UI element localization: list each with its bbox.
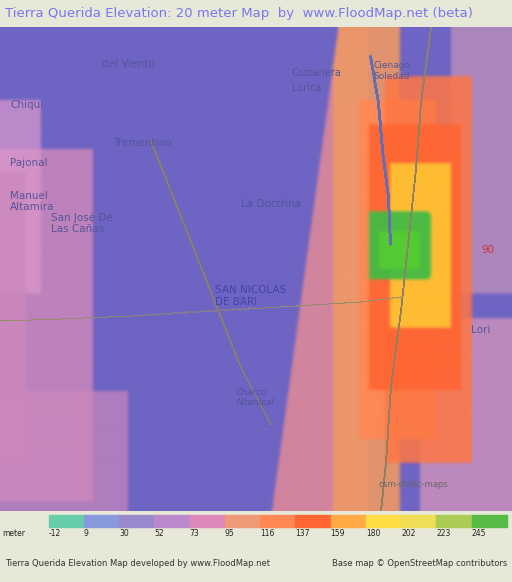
Text: Charco
Altanizal: Charco Altanizal bbox=[236, 388, 274, 407]
Bar bbox=[84, 514, 119, 527]
Text: Costanera: Costanera bbox=[292, 68, 342, 79]
Text: SAN NICOLAS
DE BARI: SAN NICOLAS DE BARI bbox=[215, 285, 286, 307]
Text: Manuel
Altamira: Manuel Altamira bbox=[10, 191, 55, 212]
Bar bbox=[119, 514, 155, 527]
Text: 52: 52 bbox=[155, 529, 164, 538]
Text: 116: 116 bbox=[260, 529, 274, 538]
Text: -12: -12 bbox=[49, 529, 61, 538]
Bar bbox=[295, 514, 331, 527]
Text: 30: 30 bbox=[119, 529, 129, 538]
Text: 73: 73 bbox=[189, 529, 199, 538]
Text: 180: 180 bbox=[366, 529, 380, 538]
Text: Tierra Querida Elevation Map developed by www.FloodMap.net: Tierra Querida Elevation Map developed b… bbox=[5, 559, 270, 567]
Text: Tierra Querida Elevation: 20 meter Map  by  www.FloodMap.net (beta): Tierra Querida Elevation: 20 meter Map b… bbox=[5, 7, 473, 20]
Text: Trementino: Trementino bbox=[113, 139, 171, 148]
Text: San José De
Las Cañas: San José De Las Cañas bbox=[51, 212, 113, 235]
Text: 159: 159 bbox=[331, 529, 345, 538]
Bar bbox=[472, 514, 507, 527]
Text: del Viento: del Viento bbox=[102, 59, 155, 69]
Text: Lorica: Lorica bbox=[292, 83, 321, 93]
Text: 90: 90 bbox=[481, 245, 495, 255]
Text: Lori: Lori bbox=[471, 325, 490, 335]
Text: meter: meter bbox=[3, 529, 26, 538]
Text: Pajonal: Pajonal bbox=[10, 158, 48, 168]
Bar bbox=[189, 514, 225, 527]
Bar bbox=[225, 514, 260, 527]
Text: 223: 223 bbox=[436, 529, 451, 538]
Text: 95: 95 bbox=[225, 529, 234, 538]
Text: La Doctrina: La Doctrina bbox=[241, 199, 301, 209]
Bar bbox=[49, 514, 84, 527]
Text: 137: 137 bbox=[295, 529, 310, 538]
Text: Base map © OpenStreetMap contributors: Base map © OpenStreetMap contributors bbox=[332, 559, 507, 567]
Bar bbox=[155, 514, 189, 527]
Text: osm-static-maps: osm-static-maps bbox=[379, 480, 449, 489]
Bar bbox=[366, 514, 401, 527]
Text: Cienago
Soledad: Cienago Soledad bbox=[374, 61, 411, 80]
Bar bbox=[260, 514, 295, 527]
Bar bbox=[436, 514, 472, 527]
Text: 202: 202 bbox=[401, 529, 416, 538]
Bar bbox=[331, 514, 366, 527]
Text: 9: 9 bbox=[84, 529, 89, 538]
Bar bbox=[401, 514, 436, 527]
Text: Chiqui: Chiqui bbox=[10, 100, 44, 110]
Text: 245: 245 bbox=[472, 529, 486, 538]
